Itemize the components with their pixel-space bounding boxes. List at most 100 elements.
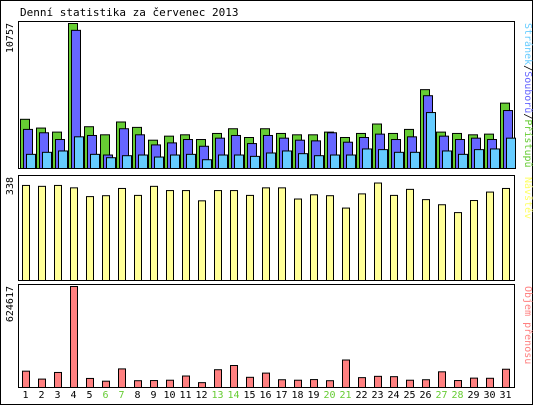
bar <box>458 153 468 169</box>
x-tick-label: 22 <box>355 390 367 401</box>
bar <box>86 196 94 281</box>
bar <box>22 370 30 389</box>
bar <box>470 377 478 389</box>
x-tick-label: 26 <box>419 390 431 401</box>
bar <box>262 372 270 389</box>
series-Návštěv <box>22 182 510 282</box>
bar <box>358 377 366 388</box>
bar <box>438 204 446 281</box>
bar <box>166 190 174 281</box>
bar <box>198 200 206 281</box>
x-tick-label: 6 <box>102 390 108 401</box>
panel-pages-files-hits: 10757 Stránek/Souborů/Přístupů <box>5 21 533 170</box>
bar <box>234 154 244 169</box>
series-Stránek <box>26 112 516 170</box>
x-tick-label: 14 <box>227 390 239 401</box>
x-tick-label: 16 <box>259 390 271 401</box>
bar <box>390 376 398 389</box>
bar <box>38 185 46 282</box>
panel-visits: 338 Návštěv <box>5 175 533 282</box>
bar <box>326 380 334 389</box>
bar <box>90 153 100 169</box>
bar <box>134 380 142 389</box>
x-tick-label: 23 <box>371 390 383 401</box>
bar <box>486 377 494 388</box>
bar <box>422 199 430 282</box>
x-tick-label: 13 <box>211 390 223 401</box>
bar <box>266 152 276 169</box>
bar <box>454 380 462 388</box>
bar <box>374 182 382 281</box>
bar <box>390 194 398 282</box>
x-tick-label: 21 <box>339 390 351 401</box>
bar <box>138 154 148 169</box>
bar <box>246 376 254 388</box>
x-tick-label: 31 <box>499 390 511 401</box>
bar <box>54 184 62 281</box>
bar <box>86 377 94 389</box>
bar <box>426 112 436 170</box>
x-tick-label: 4 <box>70 390 76 401</box>
bar <box>378 149 388 170</box>
bar <box>262 187 270 281</box>
bar <box>374 375 382 389</box>
bar <box>394 151 404 170</box>
bar <box>118 368 126 388</box>
x-tick-label: 1 <box>22 390 28 401</box>
bar <box>278 187 286 281</box>
bar <box>278 379 286 388</box>
bar <box>74 136 84 169</box>
x-tick-label: 27 <box>435 390 447 401</box>
panel-traffic: 624617 Objem přenosu <box>5 284 533 389</box>
bar <box>250 155 260 169</box>
legend-entry: Souborů <box>522 71 533 113</box>
legend-entry: / <box>522 113 533 119</box>
x-tick-label: 2 <box>38 390 44 401</box>
bar <box>502 187 510 281</box>
x-tick-label: 15 <box>243 390 255 401</box>
bar <box>230 190 238 281</box>
bar <box>154 156 164 169</box>
bar <box>294 198 302 281</box>
bar <box>486 191 494 281</box>
x-tick-label: 24 <box>387 390 399 401</box>
bar <box>102 195 110 281</box>
bar <box>410 151 420 170</box>
bar <box>166 379 174 389</box>
bar <box>38 378 46 388</box>
bar <box>326 195 334 281</box>
scale-label: 624617 <box>5 286 16 322</box>
bar <box>182 375 190 389</box>
x-tick-label: 5 <box>86 390 92 401</box>
bar <box>42 151 52 170</box>
bar <box>314 155 324 169</box>
x-tick-label: 30 <box>483 390 495 401</box>
bar <box>342 359 350 389</box>
bar <box>490 148 500 170</box>
bar <box>454 212 462 281</box>
bar <box>470 200 478 281</box>
x-tick-label: 17 <box>275 390 287 401</box>
bar <box>198 382 206 388</box>
x-tick-label: 7 <box>118 390 124 401</box>
scale-label: 338 <box>5 177 16 195</box>
bar <box>330 154 340 169</box>
bar <box>362 148 372 170</box>
x-tick-label: 10 <box>163 390 175 401</box>
chart-panels: 10757 Stránek/Souborů/Přístupů 338 Návštěv 6… <box>5 21 533 389</box>
bar <box>214 190 222 281</box>
bar <box>26 153 36 169</box>
bar <box>182 190 190 281</box>
bar <box>246 194 254 282</box>
legend-entry: Objem přenosu <box>522 286 533 364</box>
bar <box>502 368 510 388</box>
bar <box>298 153 308 169</box>
bar <box>106 157 116 169</box>
bar <box>170 154 180 169</box>
x-tick-label: 28 <box>451 390 463 401</box>
bar <box>342 207 350 281</box>
bar <box>282 150 292 170</box>
legend: Návštěv <box>522 177 533 219</box>
legend-entry: / <box>522 65 533 71</box>
